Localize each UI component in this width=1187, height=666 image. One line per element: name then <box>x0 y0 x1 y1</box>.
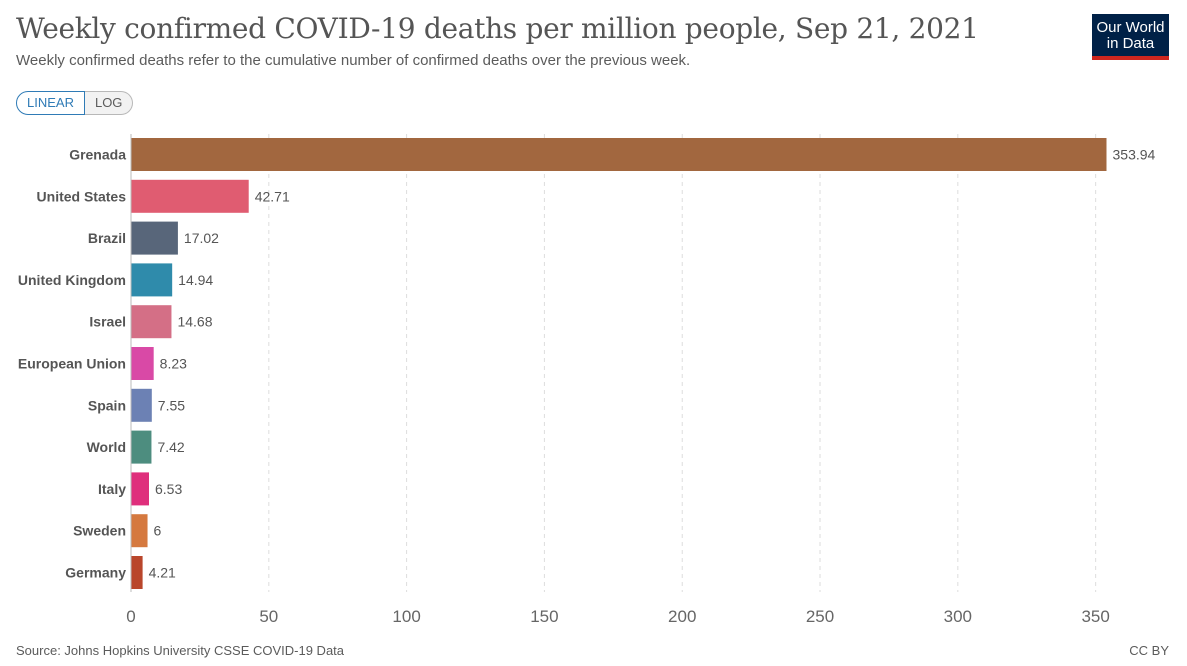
value-label: 42.71 <box>255 188 290 204</box>
category-label: Brazil <box>88 230 126 246</box>
bar <box>131 430 152 464</box>
bar <box>131 514 148 548</box>
category-label: Sweden <box>73 523 126 539</box>
license-link[interactable]: CC BY <box>1129 643 1169 658</box>
owid-logo[interactable]: Our World in Data <box>1092 14 1169 60</box>
value-label: 6.53 <box>155 481 182 497</box>
category-label: United States <box>37 188 127 204</box>
value-label: 14.68 <box>177 314 212 330</box>
category-label: Spain <box>88 397 126 413</box>
bar <box>131 305 172 339</box>
x-tick-label: 0 <box>126 607 135 626</box>
category-label: Israel <box>89 314 126 330</box>
logo-line-1: Our World <box>1096 19 1165 36</box>
x-tick-label: 200 <box>668 607 696 626</box>
x-tick-label: 250 <box>806 607 834 626</box>
value-label: 8.23 <box>160 356 187 372</box>
category-label: Germany <box>65 565 126 581</box>
value-label: 6 <box>154 523 162 539</box>
value-label: 7.55 <box>158 397 185 413</box>
x-tick-label: 350 <box>1081 607 1109 626</box>
bar <box>131 179 249 213</box>
chart-title: Weekly confirmed COVID-19 deaths per mil… <box>16 12 979 45</box>
logo-line-2: in Data <box>1106 35 1155 52</box>
bar <box>131 263 173 297</box>
category-label: Italy <box>98 481 126 497</box>
scale-toggle: LINEAR LOG <box>16 91 134 115</box>
bar <box>131 388 152 422</box>
category-label: Grenada <box>69 147 126 163</box>
category-label: World <box>87 439 126 455</box>
bar <box>131 472 149 506</box>
category-label: European Union <box>18 356 126 372</box>
chart-subtitle: Weekly confirmed deaths refer to the cum… <box>16 52 691 69</box>
x-tick-label: 300 <box>944 607 972 626</box>
bar <box>131 556 143 589</box>
linear-button[interactable]: LINEAR <box>16 91 85 115</box>
value-label: 4.21 <box>149 565 176 581</box>
category-label: United Kingdom <box>18 272 126 288</box>
log-button[interactable]: LOG <box>84 91 134 115</box>
bar <box>131 221 178 255</box>
x-tick-label: 50 <box>259 607 278 626</box>
source-note[interactable]: Source: Johns Hopkins University CSSE CO… <box>16 643 345 658</box>
x-tick-label: 100 <box>392 607 420 626</box>
value-label: 14.94 <box>178 272 213 288</box>
bar <box>131 347 154 380</box>
bar <box>131 138 1107 171</box>
value-label: 353.94 <box>1113 147 1156 163</box>
x-tick-label: 150 <box>530 607 558 626</box>
value-label: 7.42 <box>157 439 184 455</box>
value-label: 17.02 <box>184 230 219 246</box>
